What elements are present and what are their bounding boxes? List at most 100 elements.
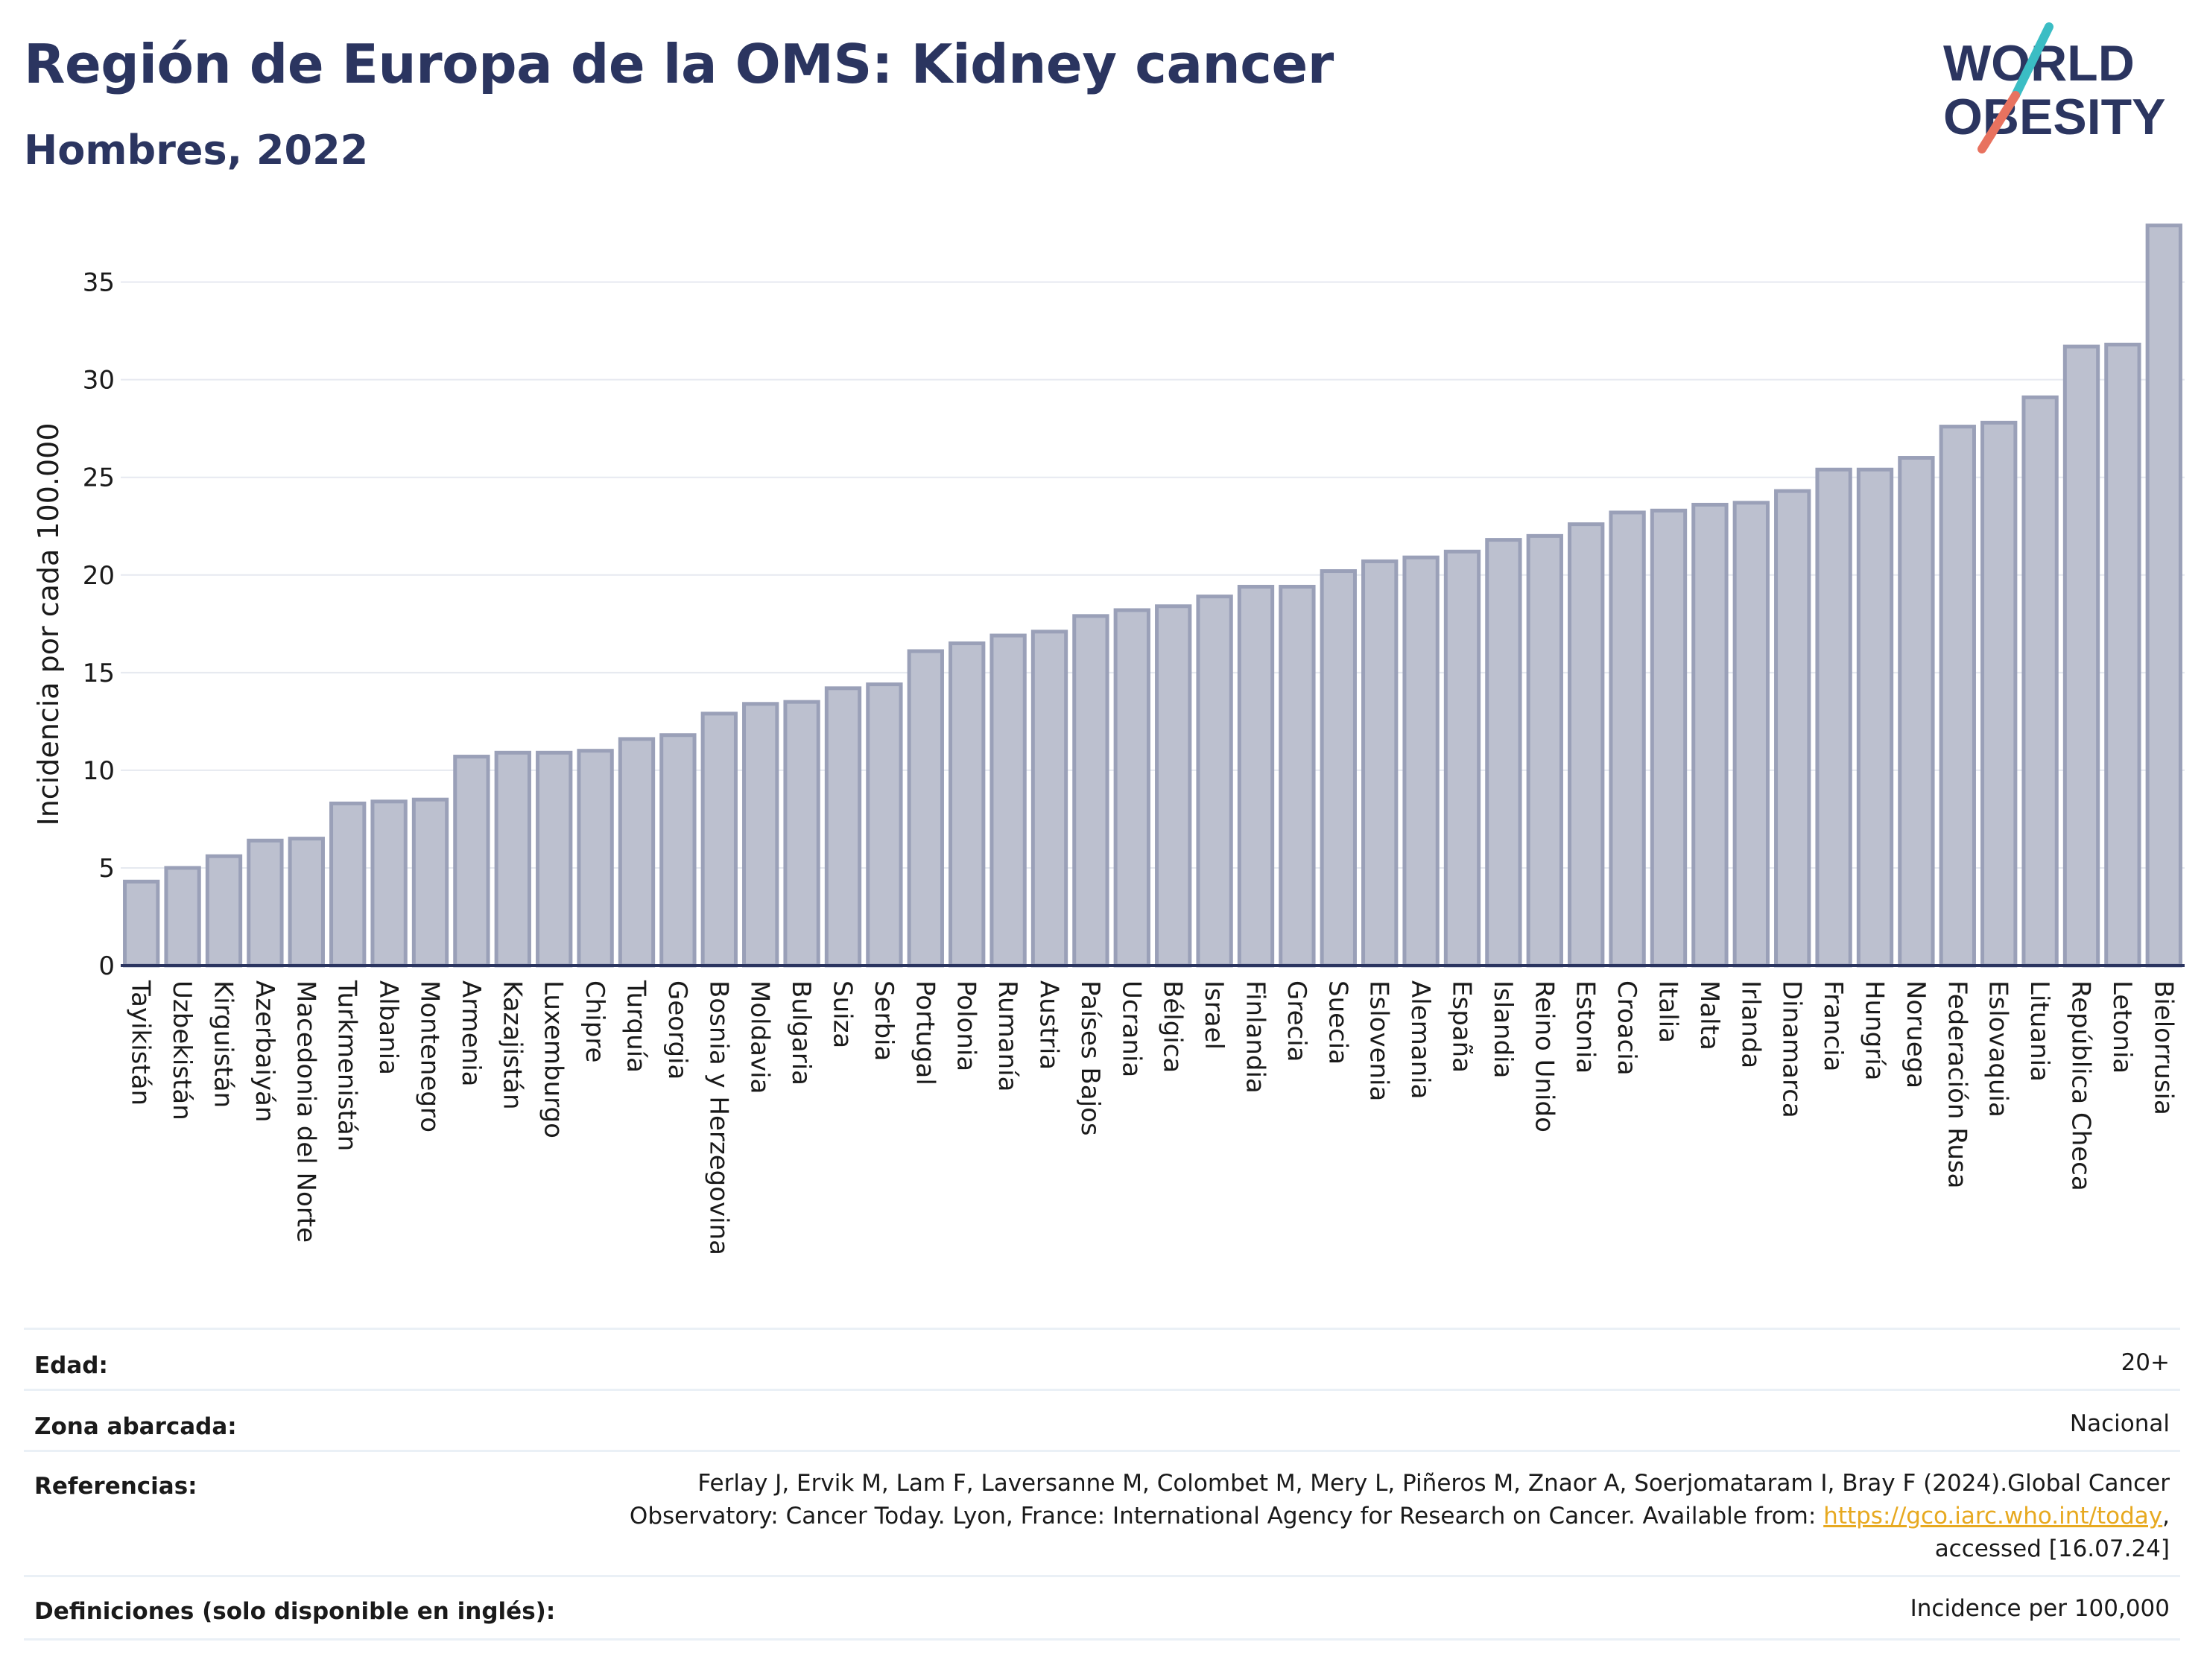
references-link[interactable]: https://gco.iarc.who.int/today [1823, 1503, 2163, 1530]
x-tick-label: Portugal [910, 980, 940, 1085]
bar [1361, 559, 1399, 968]
bar [123, 879, 160, 968]
bar [1774, 489, 1811, 968]
x-tick-label: Letonia [2107, 980, 2137, 1074]
bar [824, 686, 862, 968]
bar [2021, 395, 2059, 968]
x-tick-label: Hungría [1860, 980, 1890, 1081]
references-value: Ferlay J, Ervik M, Lam F, Laversanne M, … [630, 1467, 2170, 1565]
meta-row-area: Zona abarcada: Nacional [24, 1389, 2180, 1452]
bar [247, 838, 284, 968]
x-tick-label: República Checa [2066, 980, 2096, 1191]
bar [1815, 467, 1852, 968]
x-tick-label: Uzbekistán [167, 980, 197, 1120]
definitions-label: Definiciones (solo disponible en inglés)… [34, 1598, 556, 1625]
x-tick-label: Polonia [951, 980, 981, 1071]
bar [453, 755, 490, 968]
bar [370, 799, 408, 968]
bar [1155, 604, 1192, 968]
y-tick-label: 25 [83, 463, 115, 493]
y-tick-label: 10 [83, 756, 115, 786]
x-tick-label: Países Bajos [1075, 980, 1105, 1136]
bar [949, 641, 986, 968]
area-value: Nacional [2069, 1410, 2170, 1437]
x-tick-label: Moldavia [745, 980, 775, 1094]
bar [1732, 501, 1770, 968]
bar [2104, 343, 2141, 968]
bar [2145, 224, 2182, 968]
x-tick-label: Austria [1034, 980, 1064, 1070]
bar [742, 702, 779, 968]
chart-subtitle: Hombres, 2022 [24, 127, 369, 174]
bar [907, 649, 944, 968]
world-obesity-logo: WORLD OBESITY [1943, 22, 2166, 153]
bar [1898, 456, 1935, 968]
bar [783, 700, 820, 968]
x-tick-label: Armenia [456, 980, 486, 1087]
bar [1279, 585, 1316, 968]
bar [1609, 510, 1646, 968]
bar [1650, 508, 1688, 968]
x-tick-label: Israel [1199, 980, 1229, 1050]
x-tick-label: Croacia [1612, 980, 1641, 1076]
x-tick-label: Alemania [1405, 980, 1435, 1099]
x-tick-label: Suiza [828, 980, 858, 1048]
bar [2062, 344, 2100, 968]
bar [1030, 630, 1068, 968]
meta-row-references: Referencias: Ferlay J, Ervik M, Lam F, L… [24, 1450, 2180, 1577]
logo-text-obesity: OBESITY [1943, 89, 2166, 145]
bar [536, 750, 573, 968]
bar [1939, 425, 1976, 968]
x-tick-label: Azerbaiyán [250, 980, 279, 1122]
bar [618, 737, 656, 968]
bar [1568, 522, 1605, 968]
definitions-value: Incidence per 100,000 [1910, 1595, 2170, 1622]
x-tick-label: Malta [1694, 980, 1724, 1050]
bar [1485, 538, 1522, 968]
x-tick-label: Albania [373, 980, 403, 1075]
age-label: Edad: [34, 1352, 108, 1379]
bar [1072, 614, 1109, 968]
references-line-2-end: , [2162, 1503, 2170, 1530]
x-tick-label: Dinamarca [1777, 980, 1807, 1118]
x-tick-label: Turkmenistán [332, 980, 362, 1151]
x-tick-label: Suecia [1323, 980, 1352, 1065]
meta-row-definitions: Definiciones (solo disponible en inglés)… [24, 1575, 2180, 1641]
bar [659, 733, 697, 968]
x-tick-label: Georgia [662, 980, 692, 1080]
x-tick-label: Kazajistán [497, 980, 527, 1110]
bar-chart: 0 5 10 15 20 25 30 35 Tayikistán Uzbekistán Kirgu… [32, 224, 2185, 1255]
x-tick-label: Grecia [1282, 980, 1311, 1062]
chart-title: Región de Europa de la OMS: Kidney cance… [24, 33, 1334, 95]
references-line-1: Ferlay J, Ervik M, Lam F, Laversanne M, … [697, 1470, 2170, 1497]
references-label: Referencias: [34, 1473, 197, 1500]
logo-slash-teal [2011, 22, 2053, 100]
x-tick-label: Tayikistán [126, 980, 156, 1106]
bar [164, 866, 201, 968]
bar [1443, 549, 1481, 968]
y-axis-label: Incidencia por cada 100.000 [32, 422, 65, 825]
bar [1320, 569, 1357, 968]
x-tick-label: Lituania [2024, 980, 2054, 1082]
logo-slash-coral [1977, 91, 2020, 153]
x-tick-label: Bulgaria [786, 980, 816, 1085]
x-tick-labels: Tayikistán Uzbekistán Kirguistán Azerbaiyán… [126, 980, 2179, 1255]
x-tick-label: Federación Rusa [1942, 980, 1972, 1188]
bar [1402, 555, 1440, 968]
x-tick-label: Luxemburgo [539, 980, 569, 1138]
x-tick-label: Ucrania [1116, 980, 1146, 1077]
bar [577, 749, 614, 968]
x-tick-label: Montenegro [415, 980, 445, 1132]
bar [866, 682, 903, 968]
x-tick-label: Rumanía [992, 980, 1022, 1091]
y-tick-label: 35 [83, 268, 115, 298]
x-tick-label: Noruega [1901, 980, 1931, 1088]
x-tick-label: Macedonia del Norte [291, 980, 320, 1243]
bar [205, 854, 243, 968]
bar [1691, 502, 1729, 968]
bar [1196, 595, 1233, 968]
x-tick-label: Eslovenia [1364, 980, 1394, 1101]
y-tick-label: 20 [83, 561, 115, 591]
y-tick-label: 5 [98, 854, 115, 884]
age-value: 20+ [2121, 1349, 2170, 1376]
